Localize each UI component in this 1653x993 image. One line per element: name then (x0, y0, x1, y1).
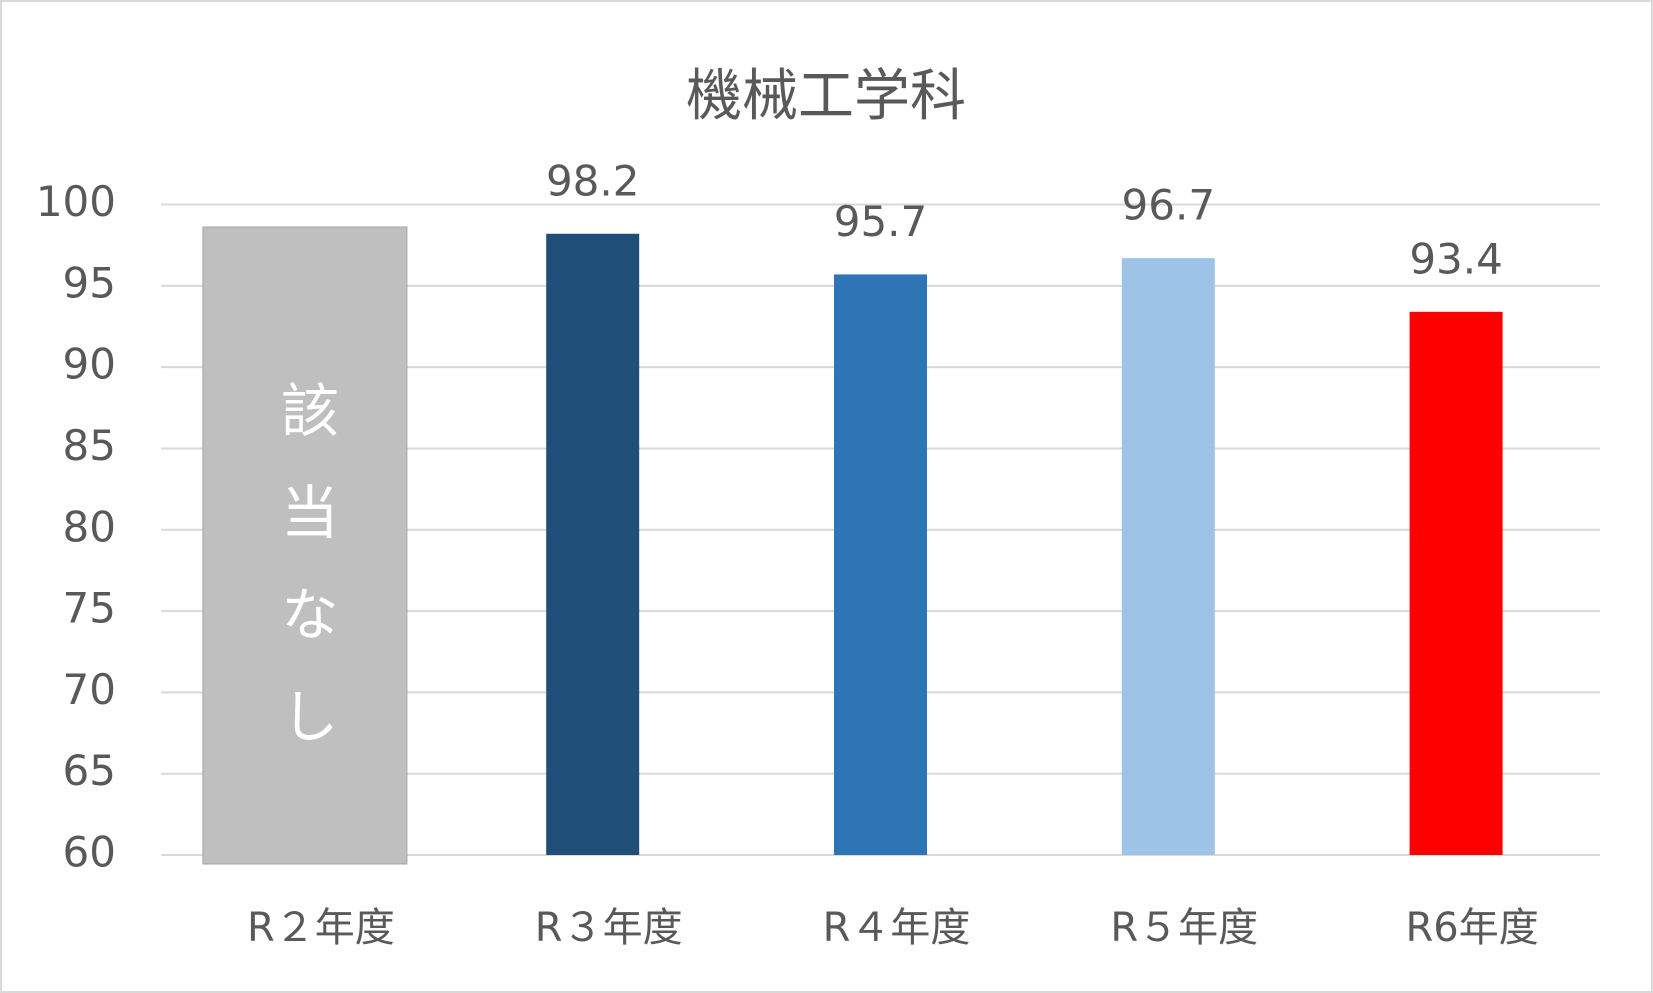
y-tick-label: 100 (36, 177, 116, 226)
y-tick-label: 90 (63, 340, 116, 389)
y-tick-label: 80 (63, 502, 116, 551)
x-tick-label: R３年度 (535, 905, 683, 951)
value-label: 96.7 (1122, 181, 1216, 230)
y-tick-label: 75 (63, 584, 116, 633)
value-label: 98.2 (546, 156, 640, 205)
y-tick-label: 65 (63, 746, 116, 795)
x-tick-label: R４年度 (823, 905, 971, 951)
bar (1409, 311, 1503, 855)
bar (546, 233, 640, 855)
value-label: 93.4 (1409, 234, 1503, 283)
value-label: 95.7 (834, 197, 928, 246)
bar (1121, 258, 1215, 855)
y-tick-label: 95 (63, 258, 116, 307)
no-data-box (202, 226, 408, 865)
no-data-label: 該当なし (271, 380, 339, 788)
y-tick-label: 70 (63, 665, 116, 714)
bar (834, 274, 927, 856)
x-tick-label: R２年度 (247, 905, 395, 951)
chart-title: 機械工学科 (686, 64, 966, 129)
x-tick-label: R6年度 (1405, 905, 1538, 951)
y-tick-label: 60 (63, 828, 116, 877)
y-tick-label: 85 (63, 421, 116, 470)
x-tick-label: R５年度 (1110, 905, 1258, 951)
